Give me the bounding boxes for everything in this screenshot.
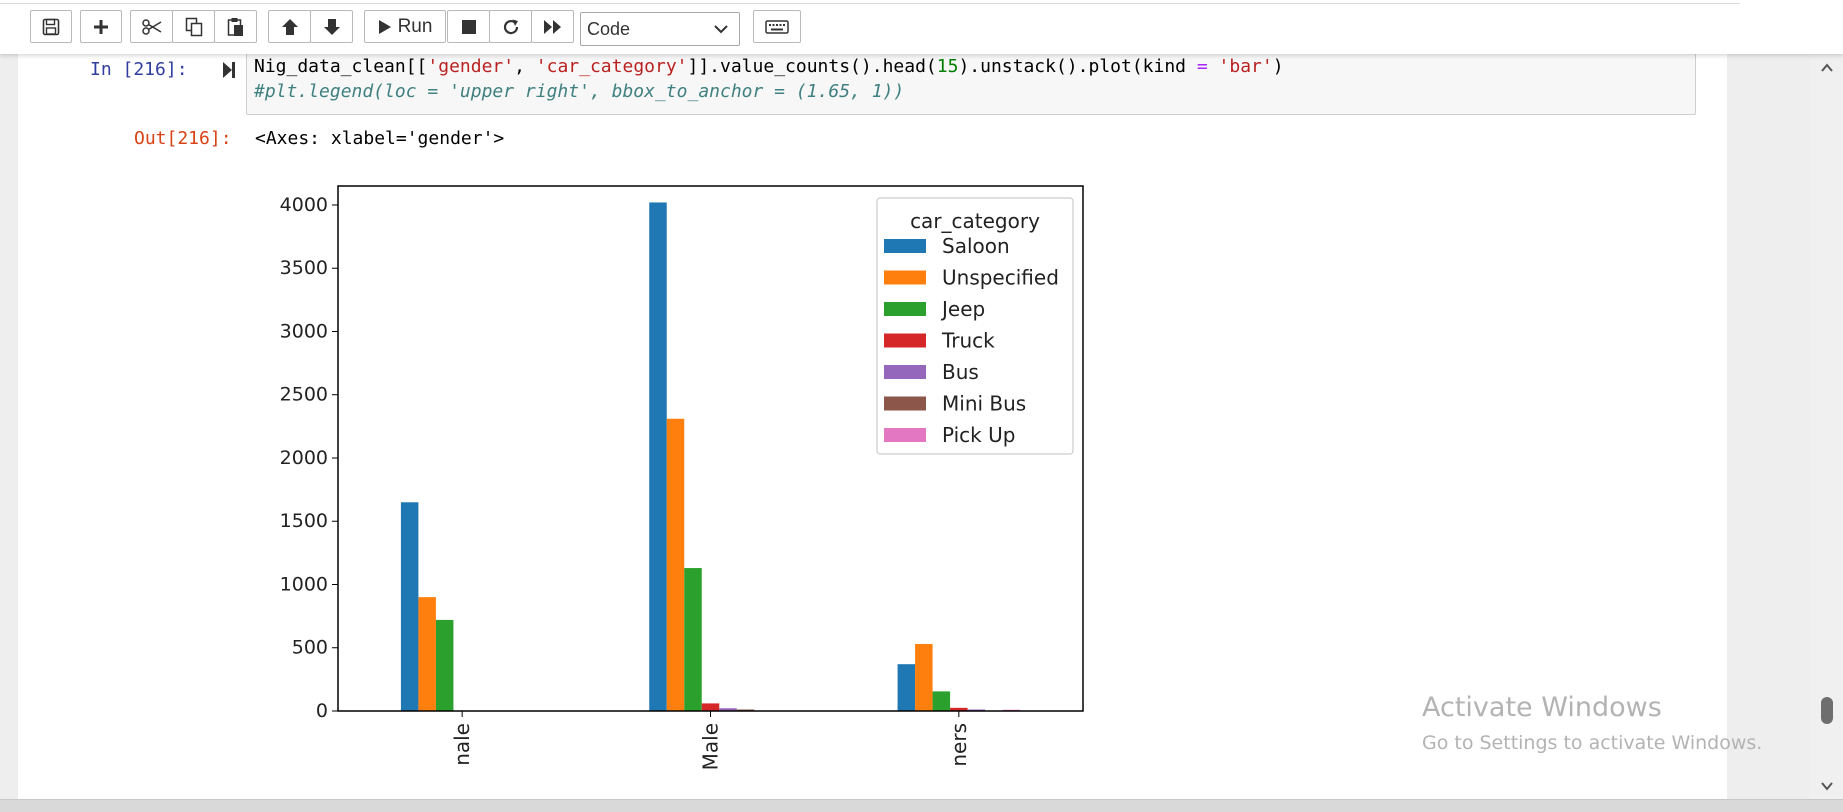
bar-chart: 0 500 1000 1500 2000 2500 3000 3500 4000 nale Male…: [246, 170, 1206, 790]
stop-icon: [461, 19, 477, 35]
bar: [897, 664, 916, 711]
save-icon: [42, 18, 60, 36]
activate-windows-title: Activate Windows: [1422, 692, 1662, 723]
notebook-cell-area: In [216]: Nig_data_clean[['gender', 'car…: [18, 49, 1727, 799]
legend-label: Mini Bus: [942, 392, 1026, 416]
bar: [418, 597, 436, 711]
legend-swatch: [884, 239, 926, 253]
arrow-up-icon: [281, 18, 299, 36]
interrupt-button[interactable]: [447, 10, 490, 43]
cut-button[interactable]: [130, 10, 173, 43]
run-all-button[interactable]: [531, 10, 574, 43]
y-tick-label: 1500: [280, 510, 328, 532]
step-forward-icon: [222, 62, 236, 83]
paste-icon: [227, 17, 245, 37]
y-tick-label: 2000: [280, 447, 328, 469]
insert-cell-button[interactable]: [80, 10, 122, 43]
restart-button[interactable]: [489, 10, 532, 43]
y-tick-label: 500: [292, 637, 328, 659]
y-tick-label: 1000: [280, 573, 328, 595]
y-tick-label: 0: [316, 700, 328, 722]
bar: [915, 643, 933, 711]
paste-button[interactable]: [214, 10, 257, 43]
y-tick-label: 3000: [280, 320, 328, 342]
legend-box: [876, 197, 1074, 455]
chevron-down-icon: [713, 21, 729, 42]
plus-icon: [93, 19, 109, 35]
bar: [932, 691, 951, 711]
legend-swatch: [884, 333, 926, 348]
code-editor[interactable]: Nig_data_clean[['gender', 'car_category'…: [246, 49, 1696, 115]
legend-swatch: [884, 428, 926, 442]
command-palette-button[interactable]: [753, 10, 801, 43]
y-tick-label: 4000: [280, 194, 328, 216]
x-tick-label: Male: [699, 723, 723, 770]
activate-windows-subtitle: Go to Settings to activate Windows.: [1422, 732, 1763, 754]
legend-swatch: [884, 365, 926, 379]
arrow-down-icon: [323, 18, 341, 36]
run-label: Run: [397, 15, 433, 37]
code-line-2: #plt.legend(loc = 'upper right', bbox_to…: [254, 81, 905, 102]
plot-frame: [337, 185, 1084, 712]
y-tick-label: 3500: [280, 257, 328, 279]
bar: [701, 703, 720, 711]
bar: [719, 708, 737, 711]
copy-button[interactable]: [172, 10, 215, 43]
scroll-up-icon[interactable]: [1821, 60, 1833, 78]
notebook-toolbar: Run Code: [0, 0, 1843, 54]
scrollbar-thumb[interactable]: [1821, 697, 1833, 724]
move-up-button[interactable]: [268, 10, 311, 43]
keyboard-icon: [765, 19, 789, 35]
bar: [950, 707, 968, 711]
legend-swatch: [884, 396, 926, 411]
play-icon: [378, 19, 392, 35]
scroll-down-icon[interactable]: [1821, 778, 1833, 796]
legend-label: Unspecified: [942, 266, 1059, 290]
restart-icon: [502, 18, 520, 36]
copy-icon: [185, 17, 203, 37]
cell-type-select[interactable]: Code: [580, 12, 740, 46]
bar: [400, 502, 419, 711]
toolbar-top-divider: [0, 0, 1740, 4]
legend-swatch: [884, 302, 926, 316]
run-button[interactable]: Run: [364, 10, 446, 43]
vertical-scrollbar[interactable]: [1810, 54, 1843, 799]
bar: [736, 709, 755, 711]
y-tick-label: 2500: [280, 384, 328, 406]
legend-label: Truck: [941, 329, 995, 353]
bar: [649, 202, 667, 711]
legend-swatch: [884, 270, 926, 285]
legend-label: Bus: [942, 360, 979, 384]
fast-forward-icon: [543, 19, 563, 35]
legend-label: Saloon: [942, 234, 1010, 258]
legend-title: car_category: [910, 209, 1040, 233]
bar: [666, 418, 685, 711]
code-line-1: Nig_data_clean[['gender', 'car_category'…: [254, 56, 1284, 77]
bar: [684, 568, 702, 711]
legend-label: Jeep: [940, 297, 985, 321]
bottom-horizontal-bar: [0, 799, 1843, 812]
x-tick-label: ners: [947, 723, 971, 767]
bar: [435, 619, 454, 711]
output-prompt: Out[216]:: [134, 128, 232, 149]
legend-label: Pick Up: [942, 423, 1015, 447]
run-cell-marker[interactable]: [222, 61, 236, 84]
bar: [967, 709, 986, 711]
move-down-button[interactable]: [310, 10, 353, 43]
cell-type-value: Code: [587, 18, 631, 39]
x-tick-label: nale: [450, 723, 474, 766]
save-button[interactable]: [30, 10, 72, 43]
cut-icon: [141, 18, 163, 36]
input-prompt: In [216]:: [90, 59, 188, 80]
output-text: <Axes: xlabel='gender'>: [255, 128, 505, 149]
